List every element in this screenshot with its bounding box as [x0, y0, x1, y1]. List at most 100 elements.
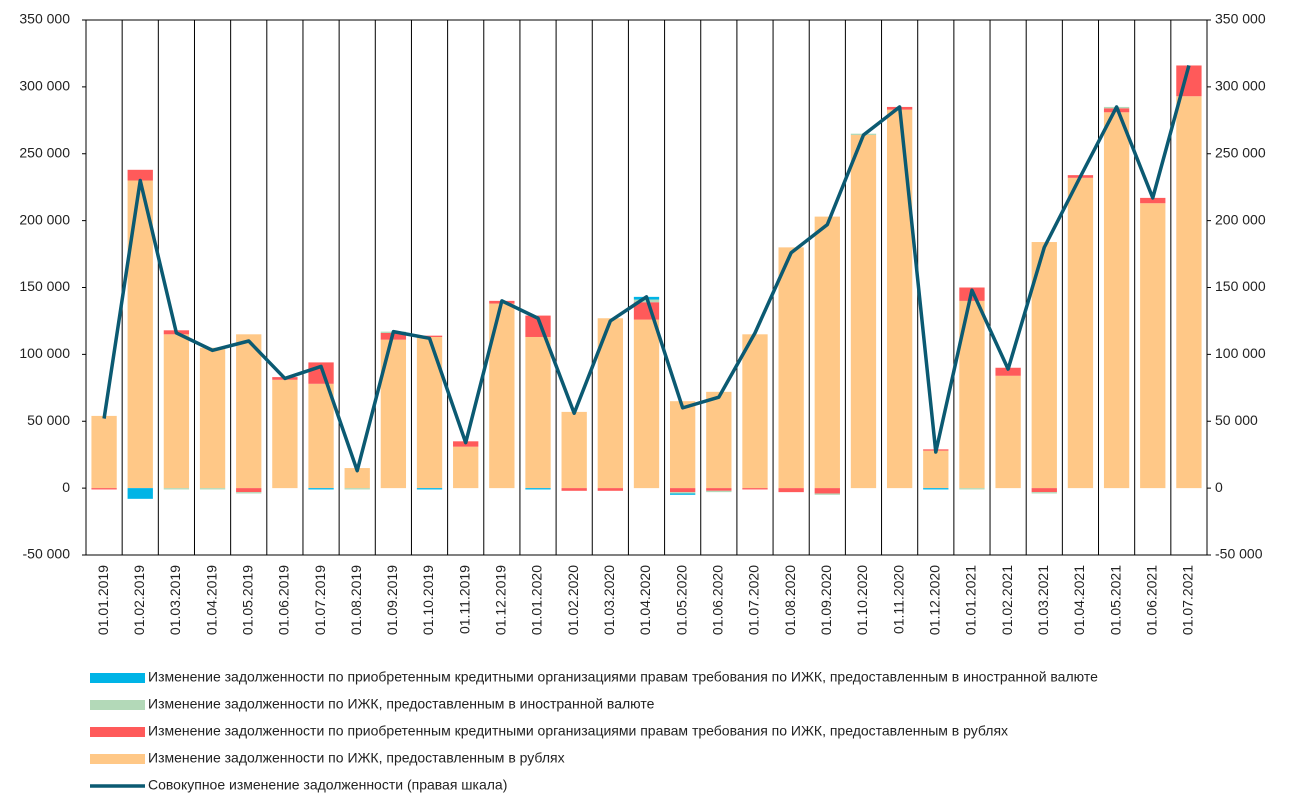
bar-segment: [923, 488, 949, 490]
bar-segment: [1176, 96, 1202, 489]
x-tick-label: 01.06.2020: [710, 565, 726, 635]
bar-segment: [814, 488, 840, 494]
bar-segment: [236, 492, 262, 494]
bar-segment: [344, 488, 370, 490]
x-tick-label: 01.01.2021: [963, 565, 979, 635]
y-tick-label: 250 000: [19, 144, 70, 160]
bar-segment: [199, 488, 226, 490]
bar-segment: [995, 367, 1021, 376]
bar-segment: [525, 488, 551, 490]
legend-label: Совокупное изменение задолженности (прав…: [148, 777, 507, 793]
x-tick-label: 01.10.2020: [854, 565, 870, 635]
bar-segment: [561, 411, 587, 489]
bar-segment: [561, 488, 587, 491]
bar-segment: [706, 490, 732, 493]
x-tick-label: 01.05.2020: [673, 565, 689, 635]
x-tick-label: 01.03.2020: [601, 565, 617, 635]
x-tick-label: 01.11.2020: [890, 565, 906, 634]
x-tick-label: 01.04.2021: [1071, 565, 1087, 635]
bar-segment: [778, 488, 804, 493]
bar-segment: [670, 488, 696, 493]
y-tick-label: 0: [62, 479, 70, 495]
legend-label: Изменение задолженности по ИЖК, предоста…: [148, 696, 655, 712]
x-tick-label: 01.01.2019: [95, 565, 111, 635]
y-tick-label: 200 000: [19, 211, 70, 227]
legend-swatch: [90, 727, 145, 737]
bar-segment: [1103, 112, 1130, 489]
x-tick-label: 01.02.2021: [999, 565, 1015, 635]
bar-segment: [1067, 177, 1094, 489]
y2-tick-label: 100 000: [1215, 345, 1266, 361]
y-tick-label: 350 000: [19, 11, 70, 27]
x-tick-label: 01.12.2020: [926, 565, 942, 635]
bar-segment: [706, 391, 732, 489]
x-tick-label: 01.04.2019: [203, 565, 219, 635]
bar-segment: [923, 450, 949, 489]
bar-segment: [308, 383, 334, 489]
bar-segment: [995, 375, 1021, 489]
bar-segment: [163, 334, 190, 489]
legend-swatch: [90, 754, 145, 764]
bar-segment: [344, 468, 370, 489]
bar-segment: [886, 109, 913, 489]
x-tick-label: 01.05.2021: [1107, 565, 1123, 635]
y-tick-label: 150 000: [19, 278, 70, 294]
x-tick-label: 01.06.2019: [276, 565, 292, 635]
x-tick-label: 01.01.2020: [529, 565, 545, 635]
x-tick-label: 01.08.2019: [348, 565, 364, 635]
bar-segment: [1031, 242, 1057, 489]
line-series: [102, 65, 1191, 473]
bar-segment: [236, 488, 262, 493]
x-tick-label: 01.12.2019: [493, 565, 509, 635]
y2-tick-label: 0: [1215, 479, 1223, 495]
x-tick-label: 01.07.2020: [746, 565, 762, 635]
bar-segment: [91, 488, 117, 490]
bar-segment: [670, 492, 696, 494]
bar-segment: [742, 488, 768, 490]
x-tick-label: 01.07.2019: [312, 565, 328, 635]
x-tick-label: 01.09.2019: [384, 565, 400, 635]
bar-segment: [1031, 492, 1057, 494]
bar-segment: [850, 135, 877, 489]
bar-segment: [91, 415, 117, 489]
bar-segment: [453, 446, 479, 489]
bar-segment: [959, 488, 985, 490]
bar-segment: [525, 336, 551, 489]
bar-segment: [633, 319, 660, 489]
bar-segment: [814, 216, 840, 489]
bar-segment: [1140, 197, 1166, 204]
bar-segment: [778, 247, 804, 489]
bar-segment: [670, 493, 696, 495]
bar-segment: [1031, 488, 1057, 493]
x-tick-label: 01.09.2020: [818, 565, 834, 635]
bar-segment: [308, 488, 334, 490]
x-tick-label: 01.06.2021: [1143, 565, 1159, 635]
y-tick-label: -50 000: [23, 546, 71, 562]
legend-swatch: [90, 673, 145, 683]
x-tick-label: 01.07.2021: [1180, 565, 1196, 635]
bar-segment: [814, 493, 840, 495]
bar-segment: [272, 379, 298, 489]
y-tick-label: 50 000: [27, 412, 70, 428]
bar-segment: [1140, 203, 1166, 489]
bar-segment: [416, 335, 443, 337]
y2-tick-label: 150 000: [1215, 278, 1266, 294]
y2-tick-label: 300 000: [1215, 78, 1266, 94]
y2-tick-label: 250 000: [1215, 144, 1266, 160]
legend-label: Изменение задолженности по ИЖК, предоста…: [148, 750, 565, 766]
x-tick-label: 01.05.2019: [239, 565, 255, 635]
x-tick-label: 01.03.2019: [167, 565, 183, 635]
x-tick-label: 01.11.2019: [456, 565, 472, 634]
y-tick-label: 300 000: [19, 78, 70, 94]
x-tick-label: 01.08.2020: [782, 565, 798, 635]
x-tick-label: 01.10.2019: [420, 565, 436, 635]
x-tick-label: 01.04.2020: [637, 565, 653, 635]
bar-segment: [236, 334, 262, 489]
x-tick-label: 01.03.2021: [1035, 565, 1051, 635]
bar-segment: [163, 488, 190, 490]
bar-segment: [670, 401, 696, 489]
x-tick-label: 01.02.2019: [131, 565, 147, 635]
bar-segment: [706, 488, 732, 491]
y2-tick-label: 200 000: [1215, 211, 1266, 227]
y2-tick-label: -50 000: [1215, 546, 1263, 562]
